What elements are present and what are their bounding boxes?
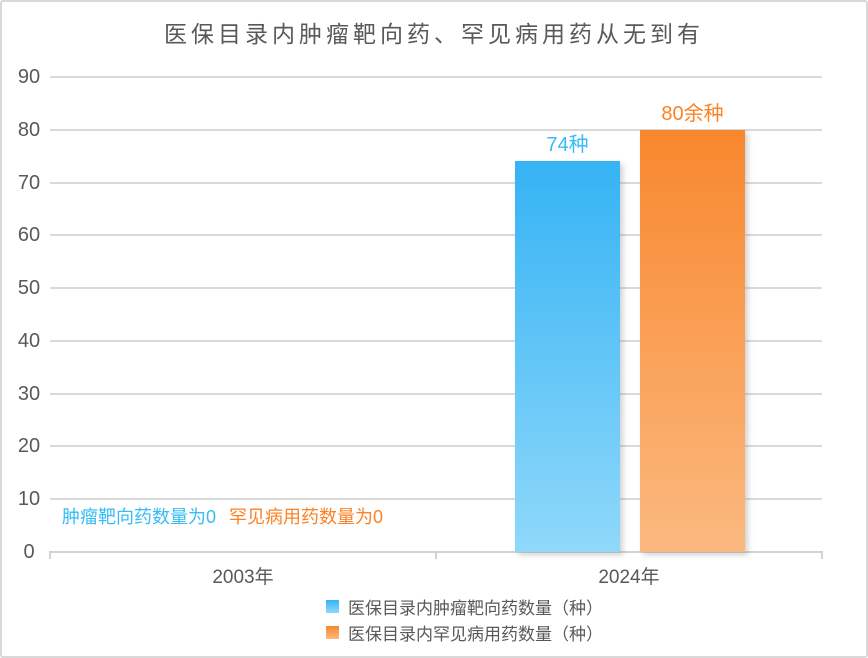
rare-disease-value-label: 80余种 [661,102,724,125]
gridline [50,445,822,448]
legend-item-rare-disease: 医保目录内罕见病用药数量（种） [326,620,603,645]
gridline [50,181,822,184]
tumor-drug-zero-annotation: 肿瘤靶向药数量为0 [62,507,217,527]
legend-label-tumor-drug: 医保目录内肿瘤靶向药数量（种） [348,599,603,618]
rare-disease-drugs-bar-2024 [640,129,745,552]
x-axis-label-2003: 2003年 [212,567,274,588]
y-axis-label: 30 [17,382,41,405]
legend-swatch-tumor-drug [326,600,339,613]
y-axis-label: 10 [17,488,41,511]
y-axis-label: 40 [17,329,41,352]
y-axis-label: 50 [17,277,41,300]
rare-disease-zero-annotation: 罕见病用药数量为0 [229,507,384,527]
chart-title: 医保目录内肿瘤靶向药、罕见病用药从无到有 [164,21,704,47]
x-axis-label-2024: 2024年 [598,567,660,588]
legend-label-rare-disease: 医保目录内罕见病用药数量（种） [348,625,603,644]
gridline [50,76,822,78]
y-axis-label: 90 [17,66,41,88]
y-axis-label: 60 [17,224,41,247]
gridline [50,128,822,131]
gridline [50,339,822,342]
axis-tick-left [49,552,51,559]
legend-swatch-rare-disease [326,626,339,639]
gridline [50,392,822,395]
gridline [50,287,822,290]
tumor-drug-value-label: 74种 [546,134,589,157]
tumor-targeted-drugs-bar-2024 [515,161,620,552]
axis-tick-right [821,552,823,559]
axis-tick-middle [435,552,437,559]
y-axis-label: 20 [17,435,41,458]
legend-item-tumor-drug: 医保目录内肿瘤靶向药数量（种） [326,594,603,619]
gridline [50,234,822,237]
y-axis-label: 0 [23,541,35,563]
y-axis-label: 70 [17,171,41,194]
gridline [50,498,822,501]
y-axis-label: 80 [17,118,41,141]
